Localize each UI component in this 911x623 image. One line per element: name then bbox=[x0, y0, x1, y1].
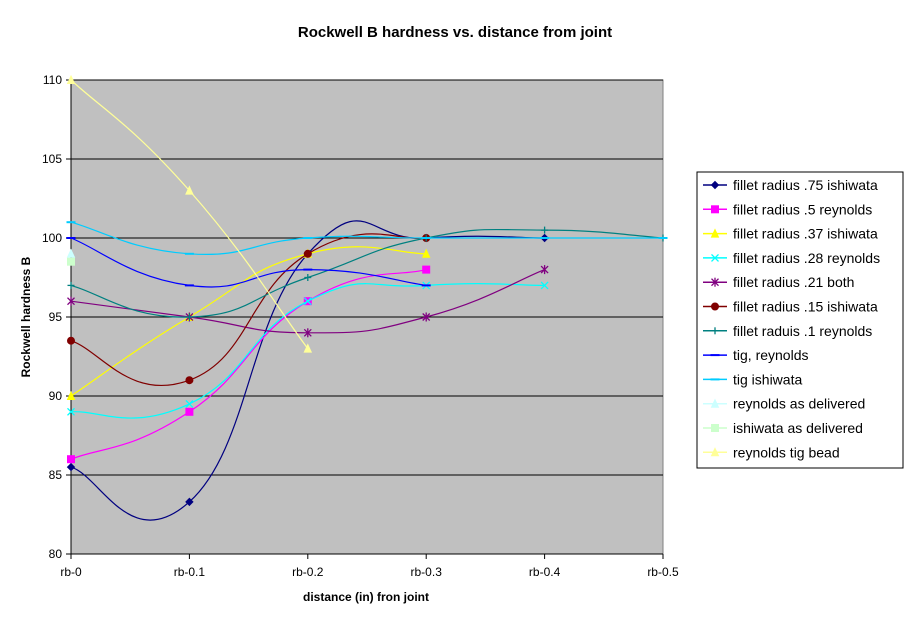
data-point bbox=[541, 226, 549, 234]
data-point bbox=[67, 281, 75, 289]
series-12 bbox=[66, 74, 313, 353]
y-tick-label: 95 bbox=[49, 310, 63, 324]
legend-item: fillet raduis .1 reynolds bbox=[703, 323, 872, 339]
legend-marker bbox=[711, 424, 719, 432]
data-point bbox=[303, 328, 312, 338]
y-tick-label: 90 bbox=[49, 389, 63, 403]
legend-label: tig, reynolds bbox=[733, 347, 808, 363]
series-line bbox=[70, 220, 545, 521]
data-point bbox=[67, 407, 75, 416]
data-point bbox=[66, 390, 76, 400]
legend-label: tig ishiwata bbox=[733, 371, 802, 387]
legend-label: fillet radius .37 ishiwata bbox=[733, 226, 878, 242]
series-line bbox=[70, 228, 664, 318]
data-point bbox=[304, 274, 312, 281]
y-tick-label: 100 bbox=[42, 231, 62, 245]
legend-label: fillet radius .75 ishiwata bbox=[733, 177, 878, 193]
legend-item: tig, reynolds bbox=[703, 347, 808, 363]
data-point bbox=[66, 248, 76, 258]
y-tick-label: 105 bbox=[42, 152, 62, 166]
series-8 bbox=[66, 237, 431, 288]
legend-marker bbox=[710, 447, 720, 457]
series-11 bbox=[67, 257, 75, 266]
x-tick-label: rb-0.4 bbox=[529, 565, 561, 579]
legend-label: fillet raduis .1 reynolds bbox=[733, 323, 872, 339]
data-point bbox=[540, 265, 549, 275]
y-tick-label: 80 bbox=[49, 547, 63, 561]
x-tick-label: rb-0.1 bbox=[174, 565, 206, 579]
legend-item: reynolds tig bead bbox=[703, 444, 840, 460]
data-point bbox=[67, 336, 75, 345]
x-tick-label: rb-0.2 bbox=[292, 565, 324, 579]
legend-label: fillet radius .21 both bbox=[733, 274, 854, 290]
data-point bbox=[421, 248, 431, 258]
series-line bbox=[70, 237, 427, 288]
legend: fillet radius .75 ishiwata fillet radius … bbox=[696, 171, 904, 469]
data-point bbox=[67, 455, 75, 464]
data-point bbox=[66, 462, 76, 472]
legend-item: fillet radius .5 reynolds bbox=[703, 201, 872, 217]
data-point bbox=[185, 399, 194, 408]
data-point bbox=[67, 296, 75, 306]
y-tick-label: 110 bbox=[43, 73, 62, 87]
legend-item: fillet radius .28 reynolds bbox=[703, 250, 880, 266]
legend-item: reynolds as delivered bbox=[703, 396, 865, 412]
legend-marker bbox=[711, 205, 719, 214]
x-tick-label: rb-0.3 bbox=[411, 565, 443, 579]
x-axis-title: distance (in) fron joint bbox=[303, 590, 429, 604]
legend-marker bbox=[710, 228, 720, 238]
data-point bbox=[422, 265, 431, 274]
legend-marker bbox=[711, 327, 719, 335]
data-point bbox=[66, 74, 76, 84]
legend-label: reynolds tig bead bbox=[733, 444, 840, 460]
legend-label: fillet radius .15 ishiwata bbox=[733, 299, 878, 315]
data-point bbox=[303, 297, 312, 306]
series-9 bbox=[66, 221, 668, 255]
y-tick-label: 85 bbox=[49, 468, 63, 482]
series-10 bbox=[66, 248, 76, 258]
series-line bbox=[70, 283, 545, 419]
series-4 bbox=[67, 281, 549, 419]
legend-item: ishiwata as delivered bbox=[703, 420, 863, 436]
legend-item: fillet radius .21 both bbox=[703, 274, 854, 290]
data-point bbox=[185, 407, 194, 416]
data-point bbox=[185, 497, 194, 507]
data-point bbox=[303, 249, 312, 258]
data-point bbox=[67, 257, 75, 266]
legend-marker bbox=[711, 277, 719, 287]
data-point bbox=[185, 376, 194, 385]
legend-marker bbox=[711, 302, 719, 311]
legend-marker bbox=[710, 180, 720, 190]
series-line bbox=[70, 246, 427, 397]
data-point bbox=[540, 281, 549, 290]
data-point bbox=[422, 312, 431, 322]
legend-item: fillet radius .15 ishiwata bbox=[703, 299, 878, 315]
legend-marker bbox=[710, 398, 720, 408]
chart-title: Rockwell B hardness vs. distance from jo… bbox=[298, 24, 612, 41]
series-line bbox=[70, 233, 427, 387]
legend-label: reynolds as delivered bbox=[733, 396, 865, 412]
legend-label: fillet radius .28 reynolds bbox=[733, 250, 880, 266]
legend-item: fillet radius .37 ishiwata bbox=[703, 226, 878, 242]
legend-item: tig ishiwata bbox=[703, 371, 802, 387]
y-axis-title: Rockwell hardness B bbox=[19, 256, 33, 377]
series-line bbox=[70, 221, 663, 255]
x-tick-label: rb-0.5 bbox=[647, 565, 679, 579]
series-layer bbox=[66, 74, 668, 521]
x-tick-label: rb-0 bbox=[60, 565, 82, 579]
legend-label: fillet radius .5 reynolds bbox=[733, 201, 872, 217]
axes: 80 85 90 95 100 105 110 rb-0 rb-0.1 rb-0.2 rb-0.3 r… bbox=[42, 73, 679, 579]
legend-item: fillet radius .75 ishiwata bbox=[703, 177, 878, 193]
data-point bbox=[185, 313, 193, 321]
legend-box bbox=[696, 171, 904, 469]
legend-label: ishiwata as delivered bbox=[733, 420, 863, 436]
data-point bbox=[185, 185, 194, 195]
legend-marker bbox=[711, 253, 719, 262]
data-point bbox=[303, 343, 313, 353]
